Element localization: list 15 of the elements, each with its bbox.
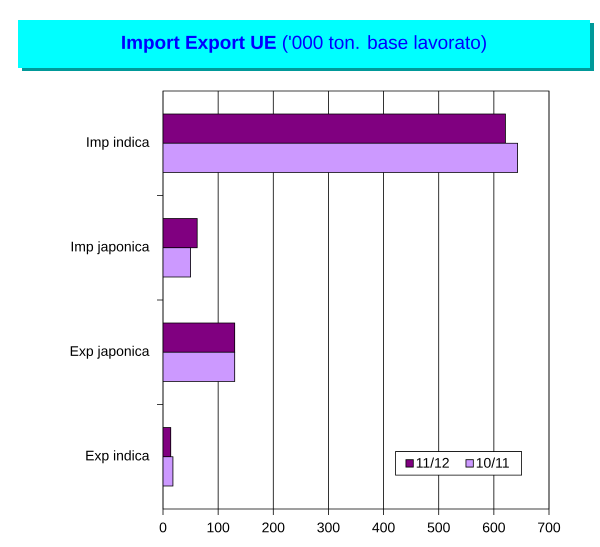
x-tick-label: 300	[317, 522, 340, 532]
y-tick-label: Exp indica	[86, 450, 150, 464]
x-tick-label: 500	[428, 522, 450, 532]
x-tick-label: 0	[160, 522, 166, 532]
y-tick-label: Exp japonica	[70, 346, 150, 359]
y-tick-label: Imp japonica	[72, 241, 150, 254]
y-tick-label: Imp indica	[87, 136, 150, 150]
x-tick-label: 700	[538, 522, 560, 532]
x-tick-label: 600	[482, 522, 505, 532]
legend-label: 10/11	[476, 458, 509, 468]
x-tick-label: 100	[208, 522, 230, 532]
x-tick-label: 200	[262, 522, 284, 532]
legend-label: 11/12	[416, 458, 449, 468]
x-tick-label: 400	[372, 522, 395, 532]
chart-title: Import Export UE ('000 ton. base lavorato)	[122, 35, 486, 53]
